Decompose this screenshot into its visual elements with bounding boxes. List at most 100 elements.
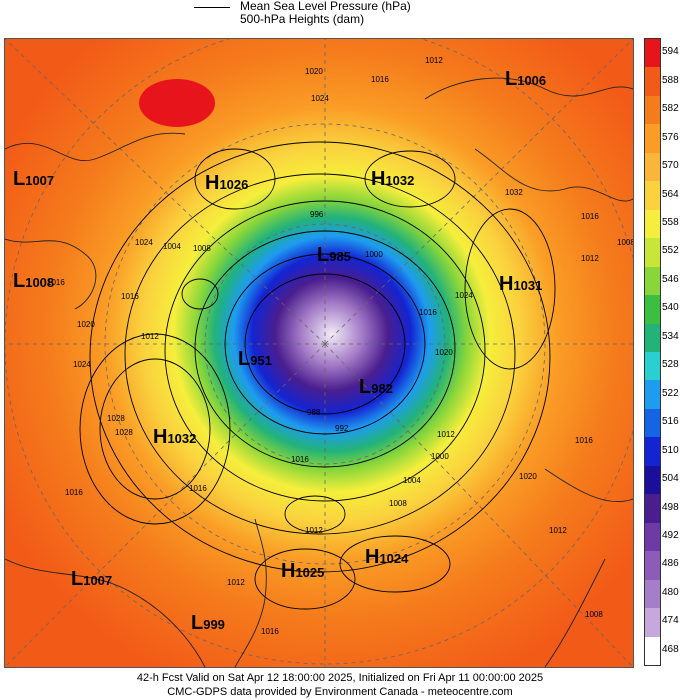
coastlines xyxy=(5,77,633,667)
pressure-system-low: L1007 xyxy=(71,568,113,590)
pressure-system-high: H1024 xyxy=(365,546,409,568)
colorbar-label: 468 xyxy=(662,643,679,655)
colorbar-label: 558 xyxy=(662,216,679,228)
isobar-label: 1016 xyxy=(261,627,279,636)
isobar-label: 1020 xyxy=(435,348,453,357)
colorbar-cell xyxy=(645,238,660,268)
colorbar-label: 510 xyxy=(662,444,679,456)
colorbar-cell xyxy=(645,295,660,325)
colorbar-cell xyxy=(645,39,660,68)
isobar-label: 1008 xyxy=(585,610,603,619)
isobar-label: 1012 xyxy=(425,56,443,65)
colorbar-cell xyxy=(645,67,660,97)
isobar-label: 1000 xyxy=(431,452,449,461)
isobar-label: 1028 xyxy=(107,414,125,423)
colorbar-cell xyxy=(645,181,660,211)
isobar-label: 1016 xyxy=(189,484,207,493)
isobar-label: 1016 xyxy=(121,292,139,301)
pressure-system-high: H1032 xyxy=(371,168,415,190)
forecast-info: 42-h Fcst Valid on Sat Apr 12 18:00:00 2… xyxy=(136,672,544,684)
colorbar-label: 546 xyxy=(662,273,679,285)
isobar-label: 1024 xyxy=(311,94,329,103)
isobar-label: 1024 xyxy=(73,360,91,369)
pressure-system-low: L1007 xyxy=(13,168,55,190)
isobar-label: 1032 xyxy=(505,188,523,197)
pressure-system-high: H1032 xyxy=(153,426,197,448)
colorbar-label: 534 xyxy=(662,330,679,342)
height-field-map xyxy=(5,39,633,667)
isobar-label: 1004 xyxy=(403,476,421,485)
colorbar xyxy=(644,38,661,666)
colorbar-label: 528 xyxy=(662,359,679,371)
colorbar-cell xyxy=(645,522,660,552)
colorbar-cell xyxy=(645,437,660,467)
colorbar-label: 582 xyxy=(662,103,679,115)
colorbar-cell xyxy=(645,465,660,495)
colorbar-cell xyxy=(645,551,660,581)
colorbar-label: 516 xyxy=(662,416,679,428)
isobar-label: 1012 xyxy=(141,332,159,341)
isobar-label: 1012 xyxy=(305,526,323,535)
isobar-label: 1016 xyxy=(47,278,65,287)
isobar-label: 1008 xyxy=(193,244,211,253)
colorbar-label: 540 xyxy=(662,302,679,314)
polar-map: L1006 L1007 H1026 H1032 L1008 L985 H1031… xyxy=(4,38,634,668)
isobar-label: 992 xyxy=(335,424,349,433)
mslp-line-sample xyxy=(194,7,230,8)
colorbar-label: 486 xyxy=(662,558,679,570)
colorbar-cell xyxy=(645,209,660,239)
colorbar-cell xyxy=(645,636,660,666)
colorbar-cell xyxy=(645,152,660,182)
colorbar-label: 504 xyxy=(662,473,679,485)
colorbar-label: 564 xyxy=(662,188,679,200)
pressure-system-low: L982 xyxy=(359,376,393,398)
isobars xyxy=(79,141,556,610)
colorbar-label: 570 xyxy=(662,160,679,172)
isobar-label: 1016 xyxy=(291,455,309,464)
colorbar-label: 474 xyxy=(662,615,679,627)
isobar-label: 1024 xyxy=(135,238,153,247)
isobar-label: 1016 xyxy=(65,488,83,497)
map-legend: Mean Sea Level Pressure (hPa) 500-hPa He… xyxy=(190,0,510,32)
isobar-label: 1012 xyxy=(549,526,567,535)
pressure-system-low: L1006 xyxy=(505,68,547,90)
colorbar-label: 588 xyxy=(662,74,679,86)
isobar-label: 1000 xyxy=(365,250,383,259)
isobar-label: 1016 xyxy=(371,75,389,84)
colorbar-cell xyxy=(645,579,660,609)
isobar-label: 1020 xyxy=(519,472,537,481)
isobar-label: 1016 xyxy=(419,308,437,317)
isobar-label: 1020 xyxy=(305,67,323,76)
colorbar-label: 552 xyxy=(662,245,679,257)
isobar-label: 1012 xyxy=(227,578,245,587)
isobar-label: 1028 xyxy=(115,428,133,437)
isobar-label: 1016 xyxy=(575,436,593,445)
colorbar-label: 492 xyxy=(662,529,679,541)
colorbar-cell xyxy=(645,95,660,125)
colorbar-cell xyxy=(645,608,660,638)
colorbar-label: 498 xyxy=(662,501,679,513)
colorbar-cell xyxy=(645,494,660,524)
colorbar-label: 480 xyxy=(662,586,679,598)
colorbar-cell xyxy=(645,408,660,438)
isobar-label: 988 xyxy=(307,408,321,417)
pressure-system-high: H1031 xyxy=(499,273,543,295)
colorbar-label: 576 xyxy=(662,131,679,143)
colorbar-cell xyxy=(645,352,660,381)
isobar-label: 1016 xyxy=(581,212,599,221)
isobar-label: 1012 xyxy=(581,254,599,263)
colorbar-cell xyxy=(645,380,660,410)
colorbar-label: 594 xyxy=(662,46,679,58)
pressure-system-low: L985 xyxy=(317,244,351,266)
mslp-legend-label: Mean Sea Level Pressure (hPa) xyxy=(240,0,411,13)
data-credit: CMC-GDPS data provided by Environment Ca… xyxy=(167,686,513,698)
height-maximum-patch xyxy=(139,79,215,127)
pressure-system-high: H1025 xyxy=(281,560,325,582)
isobar-label: 1020 xyxy=(77,320,95,329)
colorbar-cell xyxy=(645,323,660,353)
colorbar-label: 522 xyxy=(662,387,679,399)
pressure-system-low: L951 xyxy=(238,348,272,370)
pressure-system-low: L1008 xyxy=(13,270,55,292)
isobar-label: 1012 xyxy=(437,430,455,439)
pressure-system-high: H1026 xyxy=(205,172,249,194)
